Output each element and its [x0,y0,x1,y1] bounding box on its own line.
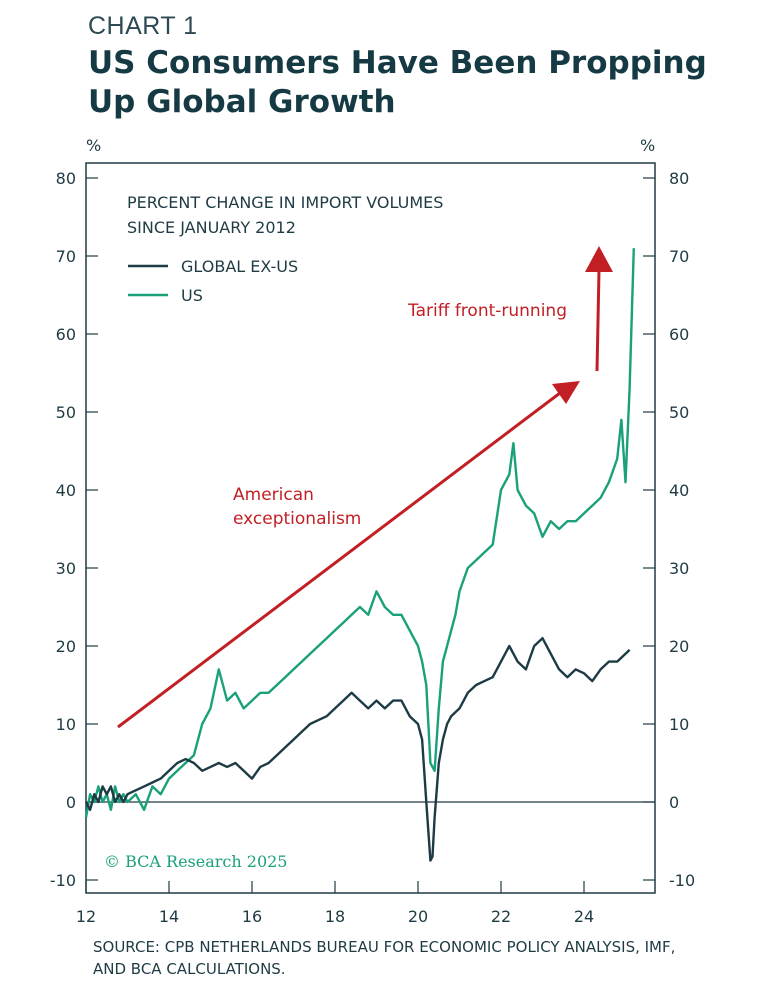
x-tick-label: 12 [76,907,96,926]
y-tick-label-right: 30 [669,559,689,578]
y-tick-label-left: -10 [50,871,76,890]
legend-label-us: US [181,286,203,305]
series-line-global-ex-us [84,637,631,862]
x-tick-label: 24 [574,907,594,926]
chart-kicker: CHART 1 [88,12,198,40]
y-unit-right: % [640,136,655,155]
x-tick-label: 16 [242,907,262,926]
arrow-exceptionalism-shaft [117,391,561,729]
annotation-exceptionalism-line1: American [233,485,314,505]
y-unit-left: % [86,136,101,155]
annotation-arrows [117,246,613,729]
series-line-us [84,248,635,818]
y-tick-label-right: 70 [669,247,689,266]
annotation-exceptionalism: American exceptionalism [233,485,361,529]
x-tick-label: 14 [159,907,179,926]
y-tick-label-right: -10 [669,871,695,890]
arrow-exceptionalism-head [552,381,580,404]
y-tick-label-right: 0 [669,793,679,812]
y-tick-label-left: 80 [56,169,76,188]
y-tick-label-left: 70 [56,247,76,266]
chart-title: US Consumers Have Been Propping Up Globa… [88,45,707,120]
y-tick-label-right: 10 [669,715,689,734]
y-tick-label-left: 20 [56,637,76,656]
inner-title-line2: SINCE JANUARY 2012 [127,218,296,237]
inner-title-line1: PERCENT CHANGE IN IMPORT VOLUMES [127,193,443,212]
legend-label-global: GLOBAL EX-US [181,257,298,276]
chart-axes [85,162,656,894]
series-layer [84,248,635,862]
x-tick-label: 22 [491,907,511,926]
y-tick-label-left: 10 [56,715,76,734]
y-tick-label-left: 0 [66,793,76,812]
y-tick-label-right: 60 [669,325,689,344]
y-tick-label-left: 40 [56,481,76,500]
y-tick-label-right: 80 [669,169,689,188]
arrow-tariff-shaft [595,269,601,372]
x-tick-label: 18 [325,907,345,926]
arrow-tariff-head [585,246,613,272]
tick-labels: -10 -10 0 0 10 10 20 20 30 30 40 40 50 50 60 60 70 70 80 80… [50,169,695,926]
y-tick-label-right: 40 [669,481,689,500]
y-tick-label-left: 50 [56,403,76,422]
y-tick-label-left: 30 [56,559,76,578]
y-tick-label-right: 20 [669,637,689,656]
annotation-exceptionalism-line2: exceptionalism [233,509,361,529]
y-tick-label-left: 60 [56,325,76,344]
x-tick-label: 20 [408,907,428,926]
source-note: SOURCE: CPB NETHERLANDS BUREAU FOR ECONO… [93,938,676,978]
y-tick-label-right: 50 [669,403,689,422]
annotation-tariff: Tariff front-running [407,301,567,321]
watermark: © BCA Research 2025 [104,852,287,871]
plot-frame [85,162,656,894]
